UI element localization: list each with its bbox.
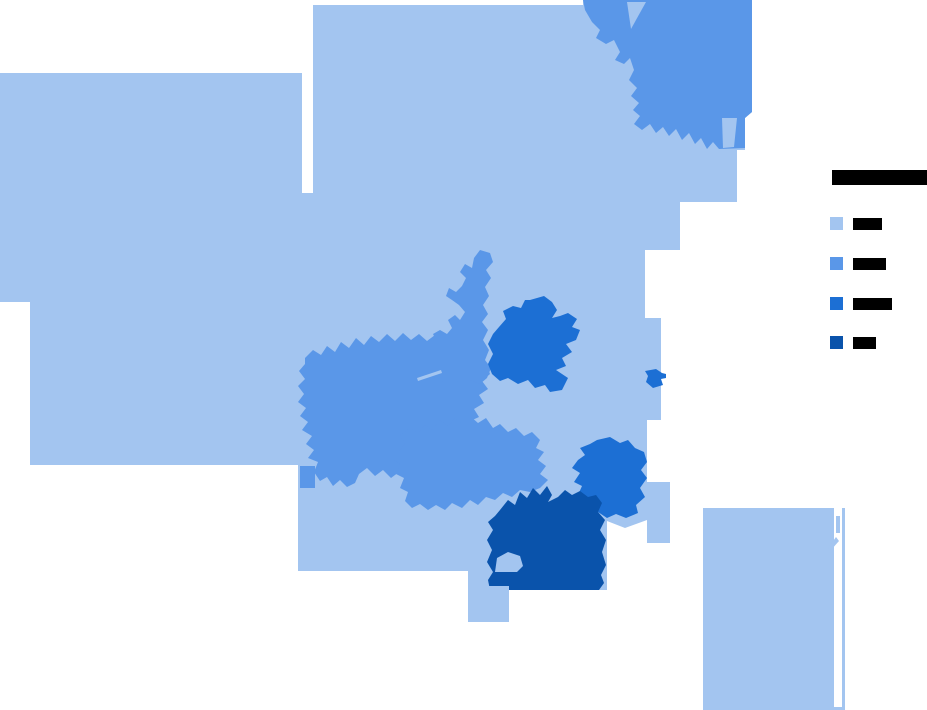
notch-metro-light [495, 552, 523, 572]
region-north-strip[interactable] [422, 250, 493, 384]
notch-north-triangle [627, 2, 646, 29]
region-east-dot[interactable] [645, 369, 666, 388]
inset-border-right [842, 508, 845, 707]
region-west-square[interactable] [300, 466, 315, 488]
region-inset-southeast[interactable] [703, 508, 834, 710]
region-east-rect[interactable] [647, 482, 670, 543]
inset-mark-slash [828, 537, 839, 550]
region-south-square[interactable] [468, 586, 509, 622]
region-east-knot[interactable] [488, 296, 580, 392]
region-south-central[interactable] [394, 416, 548, 510]
region-northeast[interactable] [583, 0, 752, 149]
inset-mark-tick [836, 516, 840, 533]
divider-thin-line [417, 370, 442, 381]
region-mainland-base[interactable] [0, 0, 752, 622]
notch-northeast-wedge [722, 118, 737, 148]
inset-border-bottom [834, 707, 845, 710]
